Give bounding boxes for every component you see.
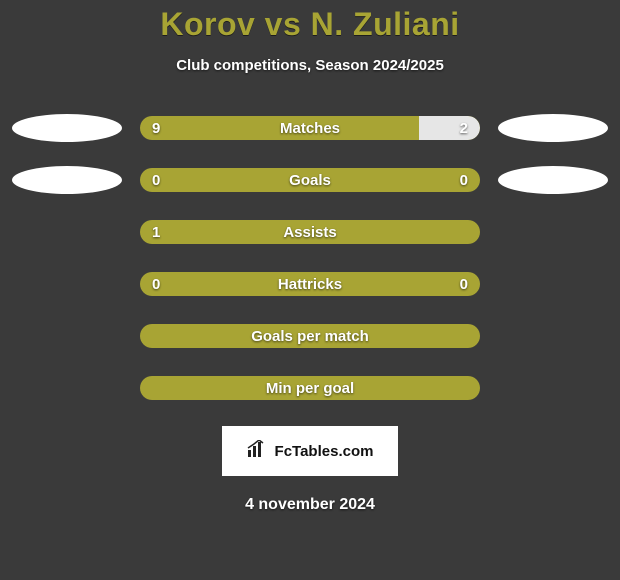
stat-row: 0Goals0 — [0, 166, 620, 194]
subtitle: Club competitions, Season 2024/2025 — [0, 57, 620, 74]
left-team-marker — [12, 114, 122, 142]
stat-label: Hattricks — [140, 276, 480, 293]
stat-right-value: 0 — [460, 172, 468, 189]
stat-row: Goals per match — [0, 322, 620, 350]
stat-bar: Min per goal — [140, 376, 480, 400]
chart-icon — [247, 440, 269, 463]
stat-bar: 0Hattricks0 — [140, 272, 480, 296]
page-title: Korov vs N. Zuliani — [0, 6, 620, 43]
stat-row: 1Assists — [0, 218, 620, 246]
stat-rows: 9Matches20Goals01Assists0Hattricks0Goals… — [0, 114, 620, 402]
right-team-marker — [498, 114, 608, 142]
stat-right-value: 2 — [460, 120, 468, 137]
stat-bar: 1Assists — [140, 220, 480, 244]
stat-bar: 9Matches2 — [140, 116, 480, 140]
right-team-marker — [498, 166, 608, 194]
stat-label: Min per goal — [140, 380, 480, 397]
stat-row: Min per goal — [0, 374, 620, 402]
stat-row: 9Matches2 — [0, 114, 620, 142]
source-badge[interactable]: FcTables.com — [222, 426, 398, 476]
left-team-marker — [12, 166, 122, 194]
stat-right-value: 0 — [460, 276, 468, 293]
stat-bar: Goals per match — [140, 324, 480, 348]
stat-label: Goals per match — [140, 328, 480, 345]
snapshot-date: 4 november 2024 — [0, 496, 620, 514]
stat-label: Goals — [140, 172, 480, 189]
comparison-card: Korov vs N. Zuliani Club competitions, S… — [0, 0, 620, 514]
stat-label: Matches — [140, 120, 480, 137]
source-badge-text: FcTables.com — [275, 443, 374, 460]
stat-bar: 0Goals0 — [140, 168, 480, 192]
stat-label: Assists — [140, 224, 480, 241]
stat-row: 0Hattricks0 — [0, 270, 620, 298]
